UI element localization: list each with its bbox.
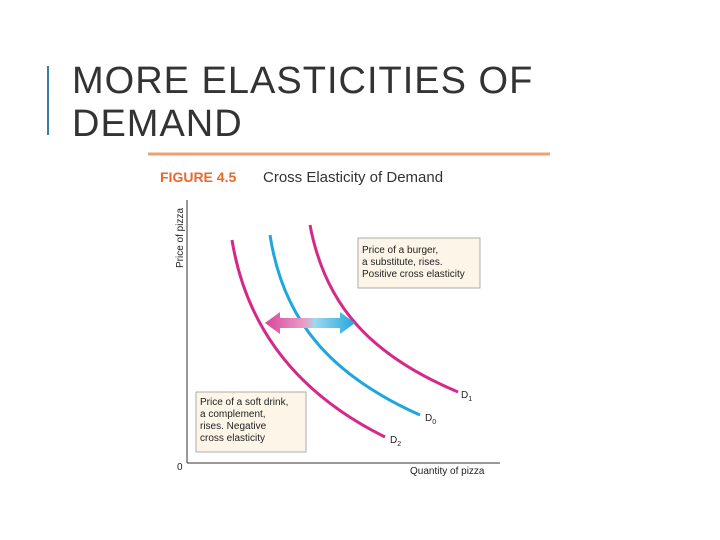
demand-curve: [230, 239, 386, 439]
demand-curve: [268, 234, 421, 417]
note-line: rises. Negative: [200, 421, 267, 432]
note-line: Price of a soft drink,: [200, 397, 288, 408]
figure-title: Cross Elasticity of Demand: [263, 169, 443, 186]
curve-label: D2: [390, 435, 401, 448]
y-axis-label: Price of pizza: [175, 208, 186, 268]
note-line: Positive cross elasticity: [362, 269, 465, 280]
x-axis-label: Quantity of pizza: [410, 466, 485, 477]
note: Price of a burger,a substitute, rises.Po…: [362, 245, 465, 280]
note-line: a substitute, rises.: [362, 257, 443, 268]
note-box: [195, 391, 307, 453]
note: Price of a soft drink,a complement,rises…: [200, 397, 288, 444]
curve-label: D1: [461, 390, 472, 403]
note-line: Price of a burger,: [362, 245, 438, 256]
note-box: [357, 237, 481, 289]
demand-curve: [308, 224, 459, 394]
origin-label: 0: [177, 462, 183, 473]
slide-title-line: MORE ELASTICITIES OF: [72, 60, 533, 102]
note-line: cross elasticity: [200, 433, 265, 444]
note-line: a complement,: [200, 409, 266, 420]
figure-label: FIGURE 4.5: [160, 169, 236, 185]
shift-arrow: [265, 312, 355, 334]
curve-label: D0: [425, 413, 436, 426]
slide-title-line: DEMAND: [72, 103, 243, 145]
